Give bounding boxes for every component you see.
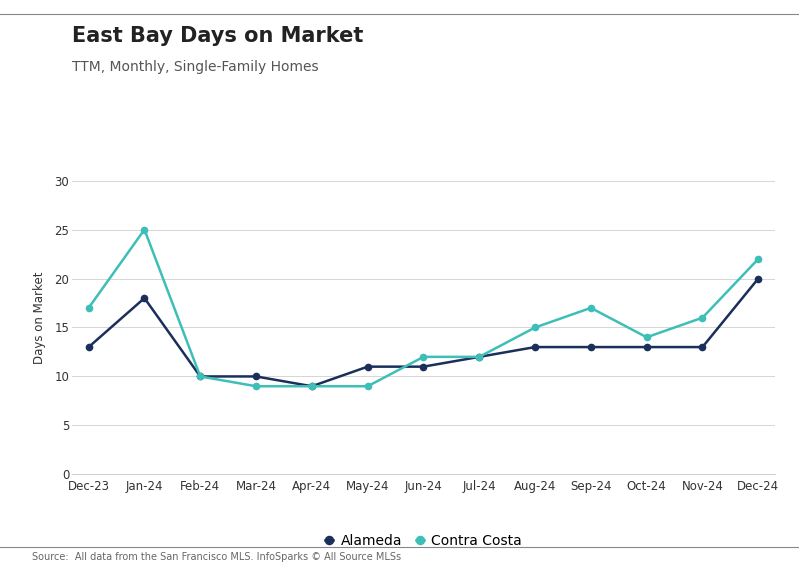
Contra Costa [753,255,763,262]
Contra Costa [196,373,205,380]
Contra Costa [140,226,149,233]
Alameda [84,344,93,351]
Contra Costa [363,383,372,390]
Legend: Alameda, Contra Costa: Alameda, Contra Costa [320,528,527,553]
Contra Costa [475,354,484,361]
Contra Costa [698,314,707,321]
Contra Costa [642,334,651,341]
Contra Costa [307,383,316,390]
Y-axis label: Days on Market: Days on Market [33,271,46,364]
Alameda [307,383,316,390]
Contra Costa [531,324,540,331]
Alameda [140,294,149,301]
Alameda [586,344,596,351]
Alameda [363,363,372,370]
Line: Alameda: Alameda [85,275,761,389]
Contra Costa [251,383,260,390]
Text: East Bay Days on Market: East Bay Days on Market [72,26,364,46]
Alameda [475,354,484,361]
Contra Costa [419,354,428,361]
Alameda [419,363,428,370]
Alameda [196,373,205,380]
Alameda [531,344,540,351]
Line: Contra Costa: Contra Costa [85,227,761,389]
Alameda [251,373,260,380]
Text: Source:  All data from the San Francisco MLS. InfoSparks © All Source MLSs: Source: All data from the San Francisco … [32,553,401,562]
Contra Costa [84,304,93,311]
Alameda [698,344,707,351]
Alameda [753,275,763,282]
Text: TTM, Monthly, Single-Family Homes: TTM, Monthly, Single-Family Homes [72,60,319,74]
Contra Costa [586,304,596,311]
Alameda [642,344,651,351]
